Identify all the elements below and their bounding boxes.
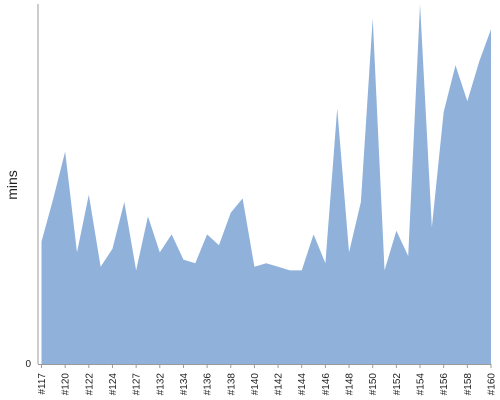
x-tick-label: #124 bbox=[108, 373, 119, 396]
y-tick-label: 0 bbox=[25, 359, 31, 370]
series-area bbox=[41, 4, 491, 364]
x-tick-label: #120 bbox=[61, 373, 72, 396]
y-axis: 0 bbox=[25, 4, 39, 370]
x-tick-label: #136 bbox=[203, 373, 214, 396]
x-axis: #117 #120 #122 #124 #127 #132 #134 #136 #138 #140… bbox=[37, 364, 498, 395]
x-tick-label: #127 bbox=[132, 373, 143, 396]
x-tick-label: #148 bbox=[345, 373, 356, 396]
x-tick-label: #154 bbox=[416, 373, 427, 396]
y-axis-label: mins bbox=[4, 170, 20, 200]
plot-area bbox=[41, 4, 491, 364]
x-tick-label: #122 bbox=[84, 373, 95, 396]
x-tick-label: #132 bbox=[155, 373, 166, 396]
x-tick-label: #150 bbox=[368, 373, 379, 396]
x-tick-label: #144 bbox=[297, 373, 308, 396]
x-tick-label: #158 bbox=[463, 373, 474, 396]
x-tick-label: #138 bbox=[226, 373, 237, 396]
x-tick-label: #142 bbox=[274, 373, 285, 396]
x-tick-label: #134 bbox=[179, 373, 190, 396]
x-tick-label: #117 bbox=[37, 373, 48, 395]
x-tick-label: #156 bbox=[439, 373, 450, 396]
x-tick-label: #146 bbox=[321, 373, 332, 396]
x-tick-label: #160 bbox=[487, 373, 498, 396]
x-tick-label: #152 bbox=[392, 373, 403, 396]
x-tick-label: #140 bbox=[250, 373, 261, 396]
